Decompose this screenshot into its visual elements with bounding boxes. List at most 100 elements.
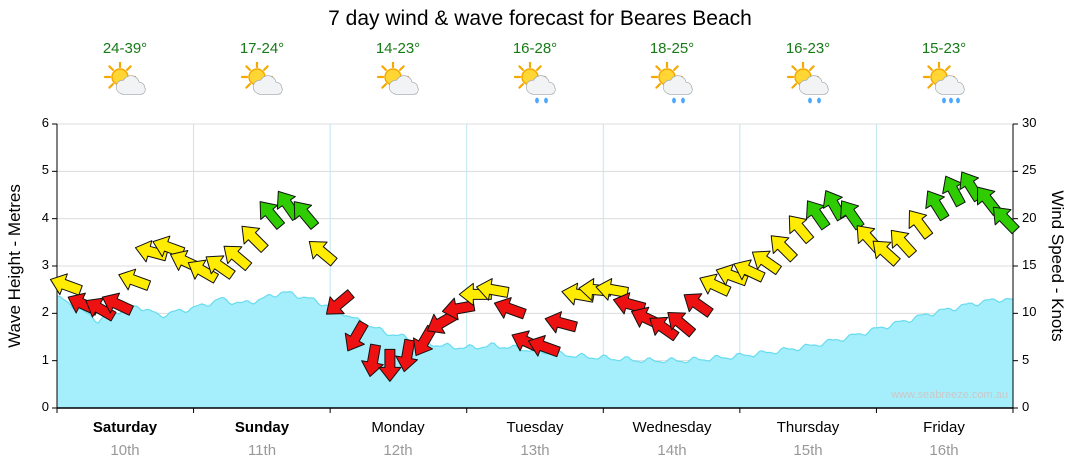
day-header: 14-23° bbox=[343, 40, 453, 110]
wind-arrow bbox=[751, 250, 782, 276]
weather-icon bbox=[343, 60, 453, 110]
wind-arrow bbox=[241, 225, 269, 253]
wind-arrow bbox=[544, 311, 578, 334]
wind-arrow bbox=[649, 316, 680, 342]
day-date: 16th bbox=[929, 442, 959, 459]
day-footer: Friday 16th bbox=[879, 419, 1009, 459]
wind-axis-tick-label: 20 bbox=[1022, 209, 1037, 225]
day-header: 24-39° bbox=[70, 40, 180, 110]
wave-axis-tick-label: 2 bbox=[41, 304, 49, 320]
day-name: Tuesday bbox=[506, 419, 564, 436]
wind-arrow bbox=[493, 297, 527, 320]
day-footer: Thursday 15th bbox=[743, 419, 873, 459]
temp-range: 16-28° bbox=[512, 40, 558, 57]
page-title: 7 day wind & wave forecast for Beares Be… bbox=[328, 7, 752, 30]
wind-arrow bbox=[476, 278, 510, 301]
wind-arrow bbox=[612, 292, 647, 315]
wind-arrow bbox=[85, 297, 117, 322]
weather-icon bbox=[207, 60, 317, 110]
wave-axis-title: Wave Height - Metres bbox=[5, 184, 24, 348]
wind-axis-title: Wind Speed - Knots bbox=[1048, 190, 1067, 342]
wind-arrow bbox=[667, 312, 697, 338]
day-date: 11th bbox=[247, 442, 277, 459]
weather-icon bbox=[753, 60, 863, 110]
wave-axis-tick-label: 5 bbox=[41, 162, 49, 178]
wind-axis-tick-label: 0 bbox=[1022, 399, 1030, 414]
wind-arrow bbox=[699, 273, 732, 297]
day-footer: Monday 12th bbox=[333, 419, 463, 459]
day-name: Thursday bbox=[776, 419, 840, 436]
wind-arrow bbox=[49, 273, 83, 296]
day-footer: Sunday 11th bbox=[197, 419, 327, 459]
wind-arrow bbox=[259, 201, 286, 230]
day-name: Wednesday bbox=[632, 419, 712, 436]
day-name: Monday bbox=[371, 419, 425, 436]
day-date: 13th bbox=[520, 442, 550, 459]
wind-arrow bbox=[187, 259, 219, 284]
day-date: 10th bbox=[110, 442, 140, 459]
day-name: Friday bbox=[923, 419, 965, 436]
wind-axis-tick-label: 15 bbox=[1022, 257, 1037, 272]
wind-arrow bbox=[733, 259, 766, 283]
wind-arrow bbox=[344, 320, 369, 352]
wind-arrow bbox=[683, 293, 714, 318]
day-header: 18-25° bbox=[617, 40, 727, 110]
weather-icon bbox=[617, 60, 727, 110]
temp-range: 16-23° bbox=[785, 40, 831, 57]
day-name: Saturday bbox=[92, 419, 158, 436]
wave-axis-tick-label: 3 bbox=[41, 257, 49, 272]
wind-arrow bbox=[293, 201, 320, 230]
day-date: 14th bbox=[657, 442, 687, 459]
wind-arrow bbox=[908, 210, 934, 240]
temp-range: 17-24° bbox=[239, 40, 285, 57]
weather-icon bbox=[889, 60, 999, 110]
day-footer: Saturday 10th bbox=[60, 419, 190, 459]
wave-axis-tick-label: 0 bbox=[41, 399, 49, 414]
day-footer: Tuesday 13th bbox=[470, 419, 600, 459]
wind-arrow bbox=[925, 190, 950, 222]
wave-axis-tick-label: 6 bbox=[41, 115, 49, 130]
wind-arrow bbox=[527, 334, 561, 358]
wind-arrow bbox=[152, 235, 186, 258]
wind-arrow bbox=[770, 235, 798, 263]
weather-icon bbox=[480, 60, 590, 110]
wind-arrow bbox=[361, 343, 384, 377]
wind-arrow bbox=[223, 245, 253, 272]
wind-axis-tick-label: 25 bbox=[1022, 162, 1037, 178]
wave-axis-tick-label: 1 bbox=[41, 351, 49, 367]
day-name: Sunday bbox=[234, 419, 290, 436]
temp-range: 15-23° bbox=[921, 40, 967, 57]
wind-arrow bbox=[378, 348, 402, 382]
wind-arrow bbox=[788, 215, 815, 245]
day-date: 15th bbox=[793, 442, 823, 459]
wind-axis-tick-label: 10 bbox=[1022, 304, 1037, 320]
day-header: 16-28° bbox=[480, 40, 590, 110]
wind-arrow bbox=[942, 175, 966, 208]
day-date: 12th bbox=[383, 442, 413, 459]
temp-range: 14-23° bbox=[375, 40, 421, 57]
temp-range: 24-39° bbox=[102, 40, 148, 57]
day-header: 16-23° bbox=[753, 40, 863, 110]
wind-arrow bbox=[325, 289, 355, 315]
day-header: 15-23° bbox=[889, 40, 999, 110]
wind-arrow bbox=[806, 200, 831, 231]
day-header: 17-24° bbox=[207, 40, 317, 110]
wind-arrow bbox=[101, 292, 134, 316]
wind-axis-tick-label: 30 bbox=[1022, 115, 1037, 130]
wind-arrow bbox=[890, 229, 917, 259]
wind-arrow bbox=[595, 278, 629, 301]
day-footer: Wednesday 14th bbox=[607, 419, 737, 459]
wind-arrow bbox=[395, 338, 418, 373]
wind-arrow bbox=[840, 200, 865, 231]
temp-range: 18-25° bbox=[649, 40, 695, 57]
wind-arrow bbox=[118, 268, 152, 291]
wind-arrow bbox=[412, 324, 437, 357]
wind-arrow bbox=[992, 206, 1020, 235]
wave-axis-tick-label: 4 bbox=[41, 209, 49, 225]
watermark: www.seabreeze.com.au bbox=[891, 389, 1008, 401]
wind-axis-tick-label: 5 bbox=[1022, 351, 1030, 367]
wind-arrow bbox=[872, 240, 901, 267]
weather-icon bbox=[70, 60, 180, 110]
